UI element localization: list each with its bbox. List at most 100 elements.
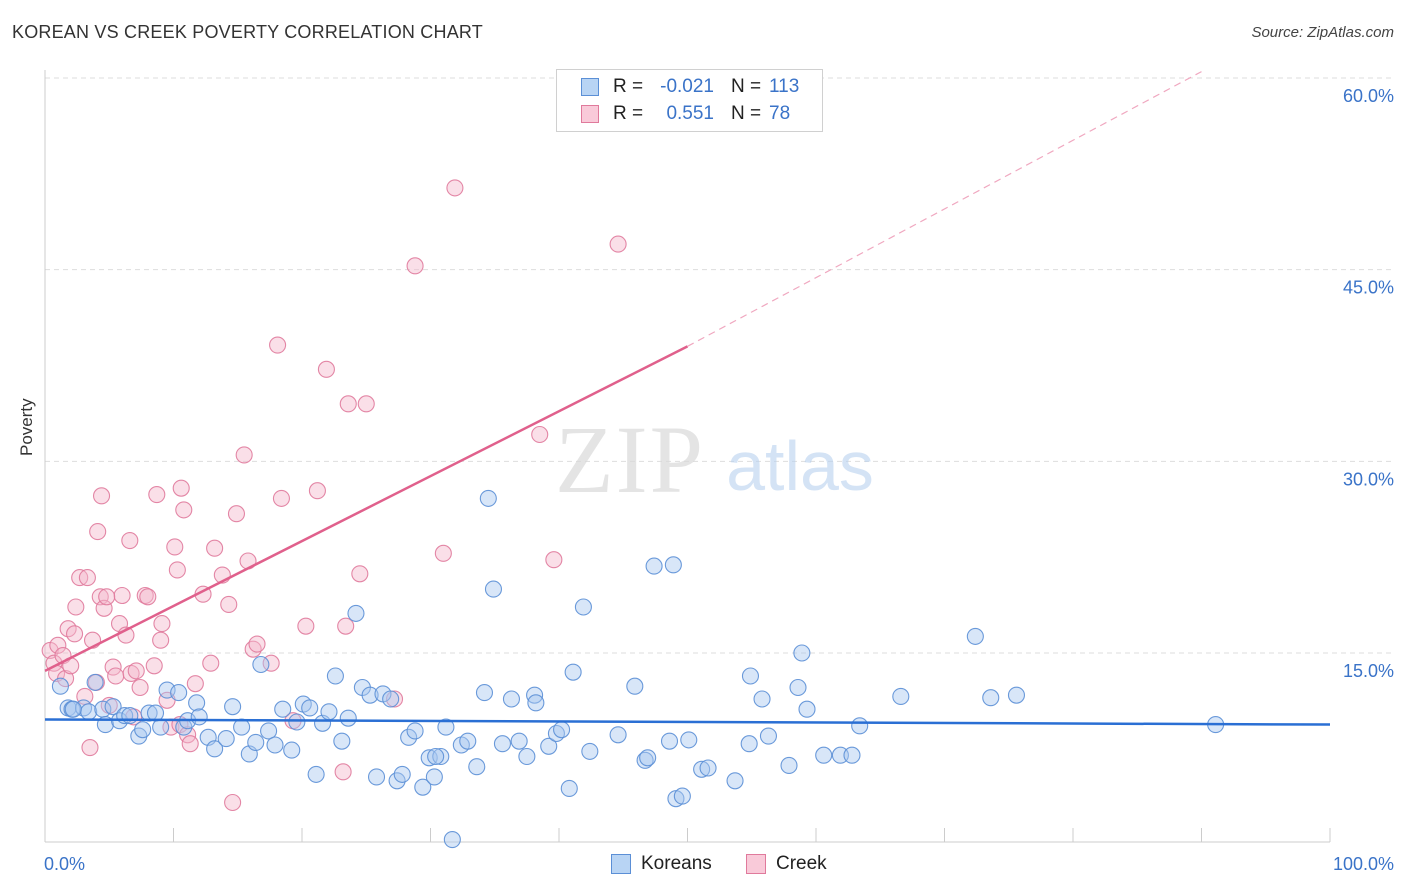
creek-point xyxy=(446,179,464,197)
creek-point xyxy=(272,489,290,507)
koreans-point xyxy=(121,707,139,725)
creek-point xyxy=(269,336,287,354)
x-tick-label-min: 0.0% xyxy=(44,854,85,874)
koreans-point xyxy=(693,760,711,778)
creek-point xyxy=(186,675,204,693)
creek-point xyxy=(339,395,357,413)
koreans-point xyxy=(427,747,445,766)
koreans-point xyxy=(347,604,365,622)
koreans-point xyxy=(527,694,545,712)
koreans-point xyxy=(726,772,744,790)
koreans-point xyxy=(432,747,450,766)
koreans-point xyxy=(660,732,679,750)
koreans-point xyxy=(224,698,242,716)
koreans-point xyxy=(190,708,208,726)
bottom-legend-label-koreans: Koreans xyxy=(641,853,712,874)
koreans-point xyxy=(479,489,497,507)
chart-title: KOREAN VS CREEK POVERTY CORRELATION CHAR… xyxy=(12,22,483,42)
creek-point xyxy=(148,486,166,504)
koreans-point xyxy=(320,703,338,721)
koreans-point xyxy=(966,627,984,645)
koreans-point xyxy=(64,700,82,718)
koreans-point xyxy=(288,713,306,731)
correlation-legend: R = -0.021 N = 113 R = 0.551 N = 78 xyxy=(556,69,823,132)
creek-point xyxy=(127,662,145,680)
koreans-point xyxy=(1007,686,1026,704)
koreans-point xyxy=(673,787,691,805)
koreans-point xyxy=(664,556,682,574)
koreans-point xyxy=(560,779,578,797)
koreans-points xyxy=(51,489,1225,849)
creek-point xyxy=(168,561,186,579)
creek-point xyxy=(78,569,96,587)
koreans-point xyxy=(793,644,811,662)
legend-row-creek: R = 0.551 N = 78 xyxy=(557,101,822,127)
koreans-point xyxy=(206,740,224,758)
creek-point xyxy=(202,654,220,672)
koreans-point xyxy=(361,686,379,704)
creek-point xyxy=(317,360,335,378)
koreans-point xyxy=(699,759,717,777)
creek-point xyxy=(67,598,85,616)
legend-swatch-creek xyxy=(581,105,599,123)
koreans-point xyxy=(759,727,778,745)
koreans-point xyxy=(798,700,816,718)
legend-n-value: 113 xyxy=(769,76,800,97)
koreans-point xyxy=(51,677,69,695)
koreans-point xyxy=(260,722,278,740)
koreans-point xyxy=(400,728,418,746)
creek-point xyxy=(92,487,111,505)
koreans-point xyxy=(484,580,503,598)
creek-point xyxy=(545,551,563,569)
creek-trend-line xyxy=(44,345,689,673)
axes xyxy=(44,70,1331,843)
koreans-point xyxy=(540,737,558,755)
koreans-point xyxy=(626,677,644,695)
legend-row-koreans: R = -0.021 N = 113 xyxy=(557,74,822,100)
creek-point xyxy=(121,532,139,550)
creek-point xyxy=(297,617,315,635)
creek-point xyxy=(49,636,67,654)
koreans-point xyxy=(510,732,528,750)
creek-point xyxy=(224,793,242,812)
koreans-point xyxy=(636,751,654,769)
creek-point xyxy=(206,539,224,557)
koreans-point xyxy=(493,735,512,753)
koreans-point xyxy=(609,726,627,744)
koreans-point xyxy=(518,747,536,766)
creek-point xyxy=(357,395,375,413)
watermark: ZIP atlas xyxy=(555,406,874,513)
creek-point xyxy=(351,565,369,583)
koreans-point xyxy=(468,758,486,776)
creek-point xyxy=(175,501,193,519)
koreans-point xyxy=(553,721,571,739)
koreans-point xyxy=(564,663,582,681)
koreans-point xyxy=(247,733,265,751)
koreans-point xyxy=(645,557,663,575)
legend-n-value: 78 xyxy=(769,103,791,124)
koreans-point xyxy=(86,673,104,691)
koreans-point xyxy=(502,690,521,708)
creek-point xyxy=(89,523,107,541)
koreans-point xyxy=(843,746,861,764)
x-tick-label-max: 100.0% xyxy=(1333,854,1394,874)
creek-point xyxy=(113,586,131,605)
koreans-point xyxy=(680,731,698,749)
creek-point xyxy=(153,615,171,633)
grid-lines xyxy=(45,77,1395,654)
koreans-point xyxy=(892,687,910,705)
y-tick-label: 15.0% xyxy=(1343,661,1394,681)
koreans-point xyxy=(414,778,432,796)
koreans-point xyxy=(382,690,400,708)
creek-point xyxy=(609,235,627,253)
koreans-point xyxy=(475,684,494,702)
legend-r-value: 0.551 xyxy=(666,103,714,124)
koreans-point xyxy=(574,598,592,616)
koreans-point xyxy=(437,718,455,736)
koreans-point xyxy=(274,700,292,718)
legend-r-label: R = xyxy=(613,76,644,97)
koreans-point xyxy=(333,732,351,750)
koreans-point xyxy=(170,684,188,702)
trend-lines xyxy=(44,71,1331,726)
koreans-point xyxy=(339,709,357,727)
